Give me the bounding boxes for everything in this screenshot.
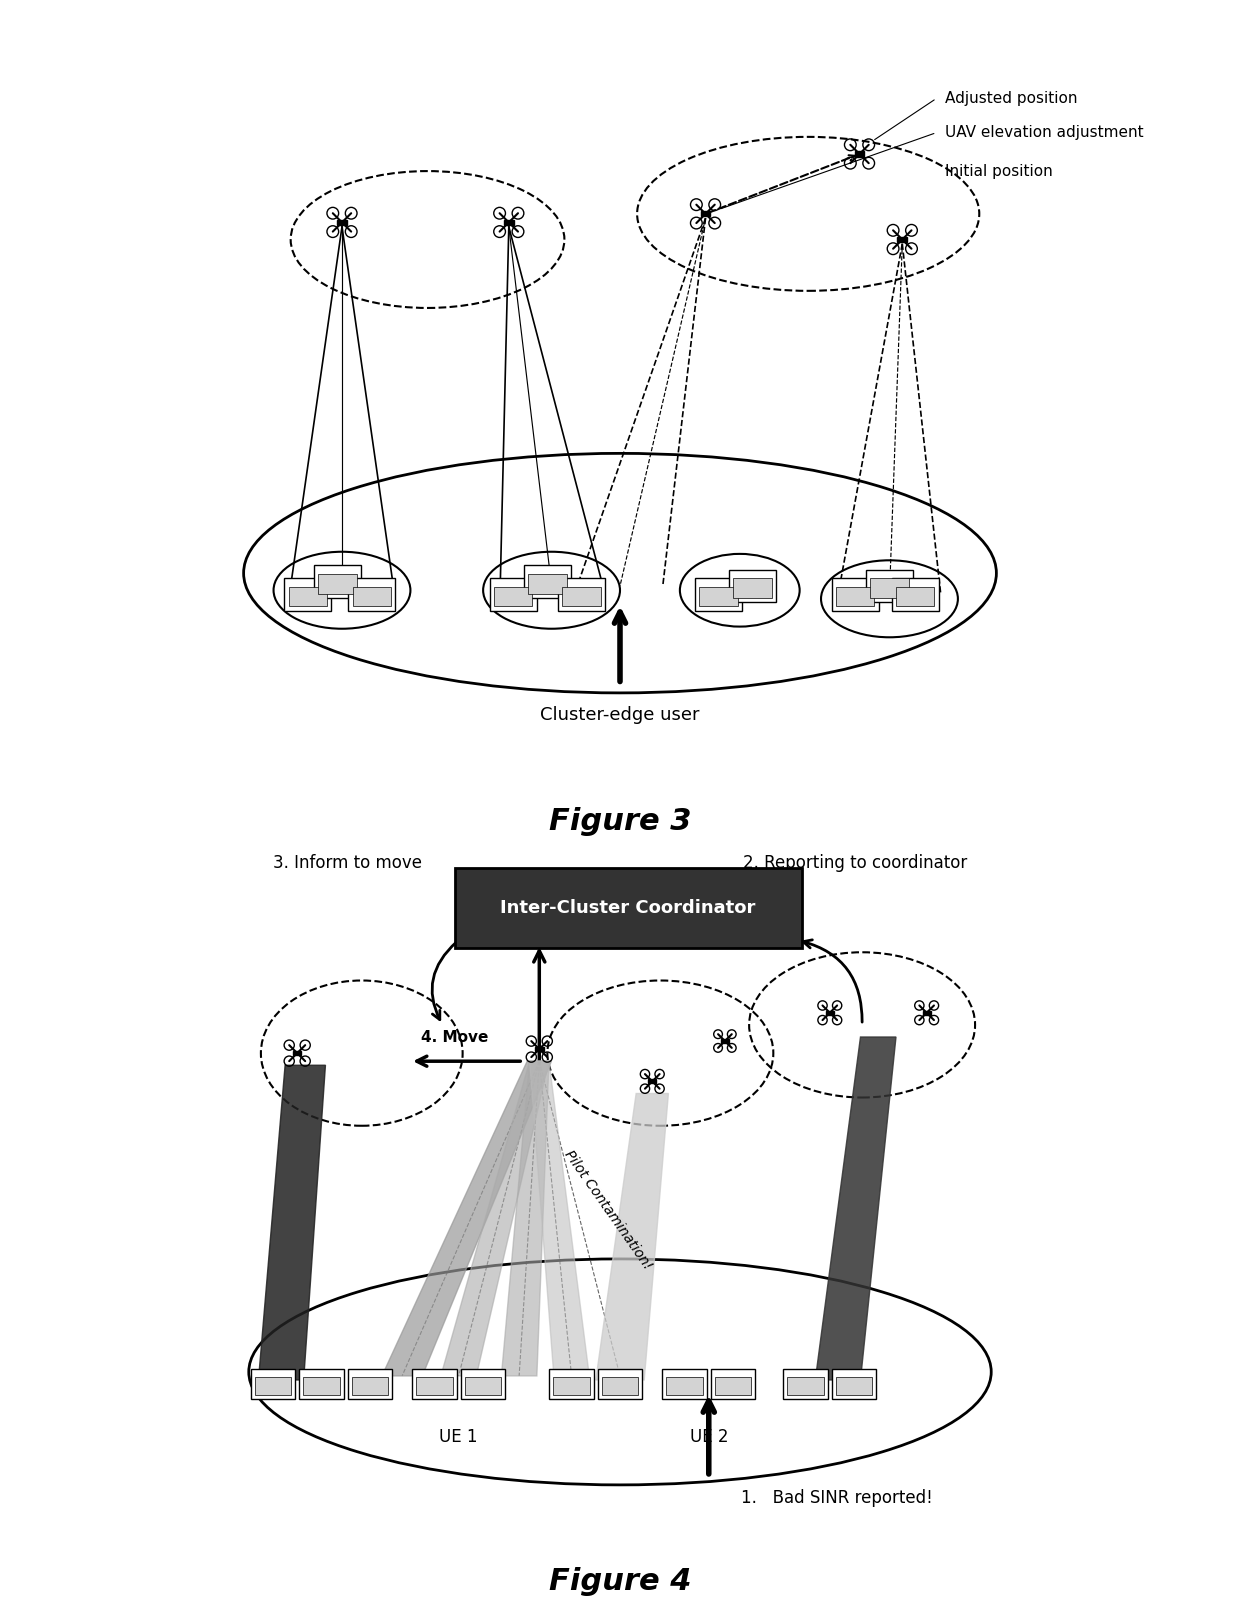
Polygon shape: [662, 1369, 707, 1399]
Text: Initial position: Initial position: [945, 163, 1053, 179]
Text: 2. Reporting to coordinator: 2. Reporting to coordinator: [743, 854, 967, 873]
Polygon shape: [460, 1369, 505, 1399]
Polygon shape: [553, 1377, 590, 1394]
Polygon shape: [733, 578, 771, 597]
Polygon shape: [729, 570, 776, 602]
Polygon shape: [417, 1377, 453, 1394]
Text: 1.   Bad SINR reported!: 1. Bad SINR reported!: [742, 1488, 932, 1507]
Polygon shape: [711, 1369, 755, 1399]
Polygon shape: [701, 211, 711, 216]
Text: UE 1: UE 1: [439, 1428, 477, 1446]
Polygon shape: [836, 1377, 872, 1394]
Polygon shape: [895, 587, 935, 607]
Polygon shape: [293, 1051, 301, 1056]
Polygon shape: [832, 578, 879, 610]
Polygon shape: [898, 237, 908, 242]
Text: 3. Inform to move: 3. Inform to move: [273, 854, 422, 873]
Polygon shape: [722, 1039, 729, 1043]
Polygon shape: [866, 570, 913, 602]
Polygon shape: [536, 1047, 543, 1051]
Text: 4. Move: 4. Move: [420, 1030, 489, 1046]
Polygon shape: [870, 578, 909, 597]
Polygon shape: [523, 565, 570, 597]
Polygon shape: [347, 1369, 392, 1399]
Polygon shape: [465, 1377, 501, 1394]
Polygon shape: [832, 1369, 877, 1399]
Text: Inter-Cluster Coordinator: Inter-Cluster Coordinator: [501, 899, 755, 917]
Polygon shape: [494, 587, 532, 607]
Polygon shape: [528, 575, 567, 594]
Polygon shape: [826, 1010, 833, 1015]
Polygon shape: [714, 1377, 751, 1394]
Text: Figure 4: Figure 4: [549, 1567, 691, 1596]
Polygon shape: [314, 565, 361, 597]
Polygon shape: [529, 1062, 589, 1375]
Polygon shape: [649, 1080, 656, 1083]
Polygon shape: [836, 587, 874, 607]
Polygon shape: [352, 1377, 388, 1394]
Polygon shape: [304, 1377, 340, 1394]
Polygon shape: [412, 1369, 456, 1399]
Polygon shape: [601, 1377, 639, 1394]
Polygon shape: [289, 587, 327, 607]
Polygon shape: [892, 578, 939, 610]
Polygon shape: [441, 1062, 549, 1375]
Polygon shape: [382, 1062, 552, 1375]
Polygon shape: [666, 1377, 703, 1394]
Polygon shape: [784, 1369, 828, 1399]
Polygon shape: [787, 1377, 823, 1394]
Polygon shape: [319, 575, 357, 594]
Polygon shape: [598, 1369, 642, 1399]
Polygon shape: [352, 587, 391, 607]
Polygon shape: [255, 1377, 291, 1394]
FancyBboxPatch shape: [455, 868, 801, 949]
Polygon shape: [854, 152, 864, 157]
Text: Figure 3: Figure 3: [549, 807, 691, 836]
Polygon shape: [284, 578, 331, 610]
Text: Pilot Contamination!: Pilot Contamination!: [562, 1148, 655, 1273]
Text: UAV elevation adjustment: UAV elevation adjustment: [945, 126, 1143, 140]
Polygon shape: [503, 220, 513, 224]
Polygon shape: [337, 220, 347, 224]
Text: Cluster-edge user: Cluster-edge user: [541, 705, 699, 723]
Polygon shape: [250, 1369, 295, 1399]
Polygon shape: [595, 1094, 668, 1380]
Polygon shape: [699, 587, 738, 607]
Polygon shape: [258, 1065, 325, 1380]
Polygon shape: [299, 1369, 343, 1399]
FancyArrowPatch shape: [432, 943, 456, 1020]
Text: UE 2: UE 2: [689, 1428, 728, 1446]
FancyArrowPatch shape: [804, 939, 862, 1022]
Polygon shape: [348, 578, 396, 610]
Polygon shape: [558, 578, 605, 610]
Polygon shape: [501, 1062, 549, 1375]
Polygon shape: [694, 578, 742, 610]
Polygon shape: [549, 1369, 594, 1399]
Polygon shape: [490, 578, 537, 610]
Polygon shape: [923, 1010, 930, 1015]
Polygon shape: [815, 1038, 897, 1380]
Polygon shape: [562, 587, 600, 607]
Text: Adjusted position: Adjusted position: [945, 90, 1078, 107]
